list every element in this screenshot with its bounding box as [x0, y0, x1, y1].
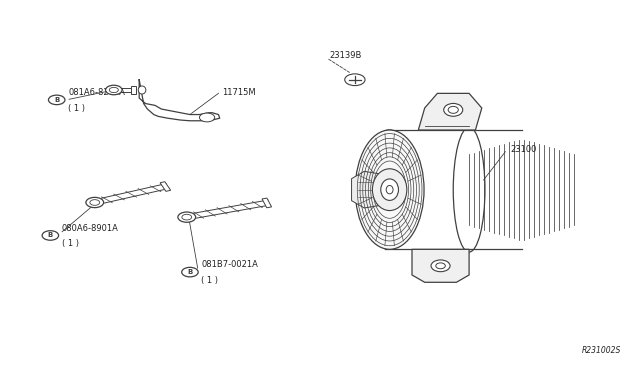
Text: 080A6-8901A: 080A6-8901A: [62, 224, 118, 232]
Circle shape: [86, 198, 104, 208]
Text: R231002S: R231002S: [582, 346, 621, 355]
Ellipse shape: [386, 186, 393, 194]
Polygon shape: [419, 93, 482, 130]
Text: 11715M: 11715M: [221, 88, 255, 97]
Polygon shape: [412, 249, 469, 282]
Circle shape: [345, 74, 365, 86]
Text: ( 1 ): ( 1 ): [62, 239, 79, 248]
Circle shape: [182, 267, 198, 277]
Ellipse shape: [431, 260, 450, 272]
Circle shape: [106, 85, 122, 95]
Text: 23100: 23100: [510, 145, 537, 154]
Polygon shape: [160, 182, 171, 191]
Ellipse shape: [138, 86, 146, 94]
Text: 23139B: 23139B: [330, 51, 362, 60]
Ellipse shape: [372, 169, 407, 211]
Ellipse shape: [436, 263, 445, 269]
Text: B: B: [48, 232, 53, 238]
Circle shape: [200, 113, 214, 122]
Text: 081B7-0021A: 081B7-0021A: [202, 260, 258, 269]
Circle shape: [42, 231, 59, 240]
Text: ( 1 ): ( 1 ): [202, 276, 218, 285]
Text: 081A6-8201A: 081A6-8201A: [68, 88, 125, 97]
Text: ( 1 ): ( 1 ): [68, 103, 85, 113]
Polygon shape: [131, 86, 136, 94]
Circle shape: [178, 212, 196, 222]
Circle shape: [49, 95, 65, 105]
Polygon shape: [351, 171, 387, 208]
Text: B: B: [188, 269, 193, 275]
Text: B: B: [54, 97, 60, 103]
Polygon shape: [139, 80, 220, 121]
Ellipse shape: [444, 103, 463, 116]
Ellipse shape: [381, 179, 399, 201]
Polygon shape: [262, 198, 271, 208]
Ellipse shape: [355, 130, 424, 249]
Ellipse shape: [448, 106, 458, 113]
